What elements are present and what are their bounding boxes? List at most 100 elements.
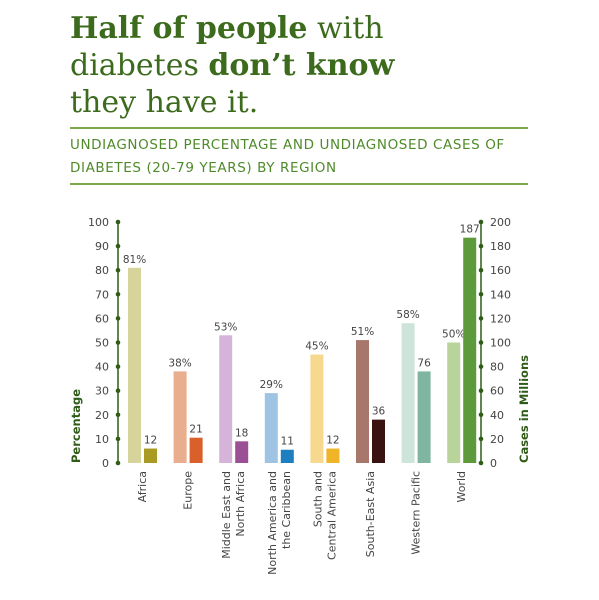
left-axis-tick	[115, 316, 121, 321]
right-tick-label: 60	[490, 385, 504, 398]
right-tick-label: 20	[490, 433, 504, 446]
right-tick-label: 180	[490, 240, 511, 253]
bar-percentage	[128, 267, 141, 463]
category-label-line: South and	[311, 471, 324, 527]
category-label-line: the Caribbean	[280, 471, 293, 549]
right-tick-label: 80	[490, 361, 504, 374]
data-label-cases: 36	[372, 406, 386, 418]
bar-chart: 0 10 20 30 40 50 60 70 80 90 100 0 20 40 60 80 100 120 140…	[69, 216, 531, 575]
left-axis-tick	[115, 388, 121, 393]
left-axis-tick	[115, 340, 121, 345]
data-label-cases: 21	[189, 424, 202, 436]
right-tick-label: 160	[490, 264, 511, 277]
headline-bold-1: Half of people	[70, 11, 308, 46]
left-axis-title: Percentage	[69, 389, 83, 463]
right-axis-tick	[478, 316, 484, 321]
headline-text-2: diabetes	[70, 48, 209, 83]
category-label-line: Middle East and	[220, 471, 233, 559]
headline-bold-2: don’t know	[208, 48, 395, 83]
right-axis-tick	[478, 219, 484, 225]
left-tick-label: 50	[95, 337, 109, 350]
data-label-cases: 18	[235, 427, 248, 439]
data-label-percentage: 29%	[260, 379, 283, 391]
data-label-cases: 11	[281, 436, 294, 448]
category-label: World	[455, 471, 468, 503]
headline-text-1: with	[307, 11, 384, 46]
right-axis-tick	[478, 267, 484, 273]
bar-cases	[463, 237, 477, 463]
right-tick-label: 100	[490, 337, 511, 350]
bar-cases	[189, 437, 203, 463]
bar-percentage	[447, 342, 461, 463]
category-label: Europe	[182, 471, 195, 510]
right-tick-label: 120	[490, 312, 511, 325]
right-axis-tick	[478, 388, 484, 393]
data-label-cases: 76	[417, 357, 431, 369]
left-axis-tick	[115, 219, 121, 225]
bar-cases	[235, 441, 249, 463]
category-label: Africa	[136, 471, 149, 502]
left-tick-label: 80	[95, 264, 109, 277]
data-label-percentage: 38%	[168, 357, 191, 369]
right-tick-label: 140	[490, 288, 511, 301]
left-tick-label: 40	[95, 361, 109, 374]
headline-text-3: they have it.	[70, 85, 259, 120]
right-tick-label: 0	[490, 457, 497, 470]
bar-cases	[144, 448, 157, 463]
right-axis-title: Cases in Millions	[517, 355, 531, 463]
data-label-cases: 12	[326, 435, 339, 447]
category-label-line: North Africa	[234, 471, 247, 537]
category-label: South andCentral America	[311, 471, 338, 560]
left-tick-label: 30	[95, 385, 109, 398]
top-rule	[70, 127, 528, 129]
bar-percentage	[219, 335, 233, 463]
right-axis-tick	[478, 460, 484, 466]
bar-cases	[417, 371, 431, 463]
data-label-cases: 12	[144, 435, 157, 447]
category-label-line: World	[455, 471, 468, 503]
bar-cases	[280, 449, 294, 463]
chart-subtitle: UNDIAGNOSED PERCENTAGE AND UNDIAGNOSED C…	[70, 137, 505, 176]
right-axis-tick	[478, 292, 484, 297]
data-label-percentage: 81%	[123, 254, 146, 266]
bar-percentage	[264, 393, 278, 463]
category-label: Western Pacific	[410, 471, 423, 555]
category-label-line: Central America	[325, 471, 338, 560]
left-tick-label: 10	[95, 433, 109, 446]
right-axis-tick	[478, 412, 484, 418]
right-axis-tick	[478, 436, 484, 442]
right-tick-label: 200	[490, 216, 511, 229]
left-axis-tick	[115, 412, 121, 418]
category-label-line: Africa	[136, 471, 149, 502]
bottom-rule	[70, 183, 528, 185]
left-tick-label: 90	[95, 240, 109, 253]
bar-percentage	[173, 371, 187, 463]
left-tick-label: 20	[95, 409, 109, 422]
category-label-line: Western Pacific	[410, 471, 423, 555]
left-tick-label: 0	[102, 457, 109, 470]
right-tick-label: 40	[490, 409, 504, 422]
bar-percentage	[356, 340, 369, 463]
category-label-line: Europe	[182, 471, 195, 510]
category-label: South-East Asia	[364, 471, 377, 557]
bar-percentage	[310, 354, 324, 463]
left-tick-label: 60	[95, 312, 109, 325]
left-axis-tick	[115, 243, 121, 249]
data-label-percentage: 53%	[214, 321, 237, 333]
bar-cases	[372, 419, 385, 463]
right-axis-tick	[478, 364, 484, 369]
right-axis-tick	[478, 340, 484, 345]
category-label: North America andthe Caribbean	[266, 471, 293, 575]
category-label-line: South-East Asia	[364, 471, 377, 557]
data-label-percentage: 50%	[442, 329, 465, 341]
right-axis-tick	[478, 243, 484, 249]
bar-cases	[326, 448, 340, 463]
left-axis-tick	[115, 436, 121, 442]
left-axis-tick	[115, 460, 121, 466]
data-label-percentage: 58%	[396, 309, 419, 321]
left-axis-tick	[115, 267, 121, 273]
category-label: Middle East andNorth Africa	[220, 471, 247, 559]
left-tick-label: 70	[95, 288, 109, 301]
data-label-percentage: 45%	[305, 341, 328, 353]
headline: Half of people with diabetes don’t know th…	[70, 10, 570, 121]
